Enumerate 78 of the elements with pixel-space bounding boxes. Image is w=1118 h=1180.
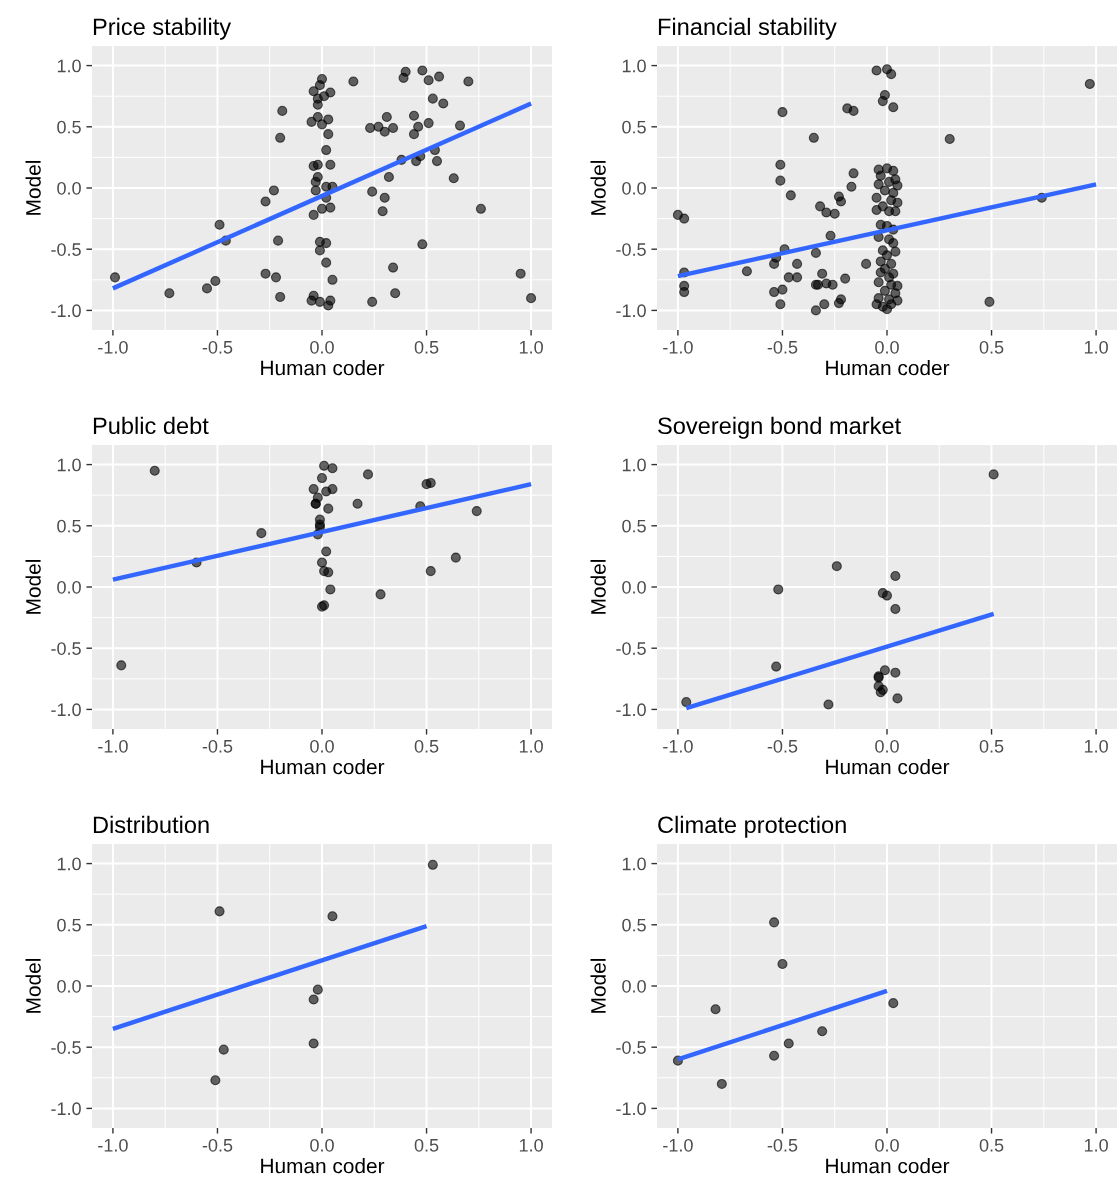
x-tick-label: 0.0 <box>310 1138 334 1152</box>
x-tick-label: 1.0 <box>1084 1138 1108 1152</box>
y-tick-label: 0.0 <box>622 181 646 195</box>
y-axis-title: Model <box>590 560 606 614</box>
x-tick-label: 0.5 <box>414 1138 439 1152</box>
y-tick-label: 1.0 <box>57 458 81 472</box>
x-tick-label: -0.5 <box>202 1138 233 1152</box>
y-tick-label: 1.0 <box>622 857 646 871</box>
y-axis-title: Model <box>590 161 606 215</box>
chart-title: Distribution <box>93 815 209 834</box>
chart-title: Financial stability <box>658 17 837 40</box>
y-tick-label: 0.0 <box>622 979 646 993</box>
y-tick-label: -0.5 <box>616 1041 646 1054</box>
y-tick-label: -1.0 <box>616 304 646 318</box>
x-tick-label: 0.5 <box>414 739 439 753</box>
y-tick-label: 0.0 <box>57 181 81 195</box>
x-tick-label: -1.0 <box>98 1138 128 1152</box>
y-axis-title: Model <box>25 959 41 1013</box>
x-axis-title: Human coder <box>826 360 950 376</box>
y-axis-title: Model <box>25 560 41 614</box>
y-tick-label: -0.5 <box>51 243 81 256</box>
y-tick-label: -1.0 <box>616 1102 646 1116</box>
x-tick-label: -1.0 <box>663 739 693 753</box>
x-tick-label: 1.0 <box>1084 340 1108 354</box>
x-axis-title: Human coder <box>826 1158 950 1174</box>
y-tick-label: -1.0 <box>51 703 81 717</box>
y-tick-label: -1.0 <box>51 1102 81 1116</box>
y-tick-label: -0.5 <box>616 243 646 256</box>
x-tick-label: 0.5 <box>979 739 1004 753</box>
y-tick-label: 1.0 <box>57 857 81 871</box>
y-axis-title: Model <box>590 959 606 1013</box>
y-axis-title: Model <box>25 161 41 215</box>
y-tick-label: 0.5 <box>622 519 646 533</box>
x-axis-title: Human coder <box>261 1158 385 1174</box>
x-axis-title: Human coder <box>826 759 950 775</box>
chart-title: Climate protection <box>658 815 846 838</box>
y-tick-label: 1.0 <box>57 59 81 73</box>
x-tick-label: -0.5 <box>767 739 798 753</box>
y-tick-label: 0.5 <box>57 120 81 134</box>
x-tick-label: 1.0 <box>519 340 543 354</box>
y-tick-label: 1.0 <box>622 59 646 73</box>
x-tick-label: 0.0 <box>875 340 899 354</box>
y-tick-label: -0.5 <box>51 1041 81 1054</box>
x-axis-title: Human coder <box>261 360 385 376</box>
x-tick-label: 1.0 <box>519 1138 543 1152</box>
x-tick-label: -1.0 <box>98 340 128 354</box>
chart-title: Public debt <box>93 416 209 435</box>
x-tick-label: -0.5 <box>202 340 233 354</box>
y-tick-label: 1.0 <box>622 458 646 472</box>
y-tick-label: 0.0 <box>57 979 81 993</box>
chart-title: Price stability <box>93 17 232 40</box>
y-tick-label: 0.5 <box>57 918 81 932</box>
x-tick-label: 1.0 <box>1084 739 1108 753</box>
x-tick-label: 0.0 <box>310 739 334 753</box>
x-tick-label: 0.5 <box>414 340 439 354</box>
x-tick-label: 1.0 <box>519 739 543 753</box>
x-tick-label: 0.5 <box>979 340 1004 354</box>
x-tick-label: -1.0 <box>663 1138 693 1152</box>
x-axis-title: Human coder <box>261 759 385 775</box>
y-tick-label: -1.0 <box>616 703 646 717</box>
y-tick-label: 0.5 <box>622 120 646 134</box>
x-tick-label: -0.5 <box>202 739 233 753</box>
chart-title: Sovereign bond market <box>658 416 901 439</box>
x-tick-label: 0.0 <box>310 340 334 354</box>
y-tick-label: 0.5 <box>622 918 646 932</box>
x-tick-label: -0.5 <box>767 1138 798 1152</box>
y-tick-label: 0.0 <box>622 580 646 594</box>
x-tick-label: -0.5 <box>767 340 798 354</box>
y-tick-label: 0.0 <box>57 580 81 594</box>
x-tick-label: 0.0 <box>875 1138 899 1152</box>
x-tick-label: -1.0 <box>663 340 693 354</box>
x-tick-label: -1.0 <box>98 739 128 753</box>
x-tick-label: 0.5 <box>979 1138 1004 1152</box>
y-tick-label: -1.0 <box>51 304 81 318</box>
y-tick-label: -0.5 <box>51 642 81 655</box>
y-tick-label: 0.5 <box>57 519 81 533</box>
y-tick-label: -0.5 <box>616 642 646 655</box>
x-tick-label: 0.0 <box>875 739 899 753</box>
